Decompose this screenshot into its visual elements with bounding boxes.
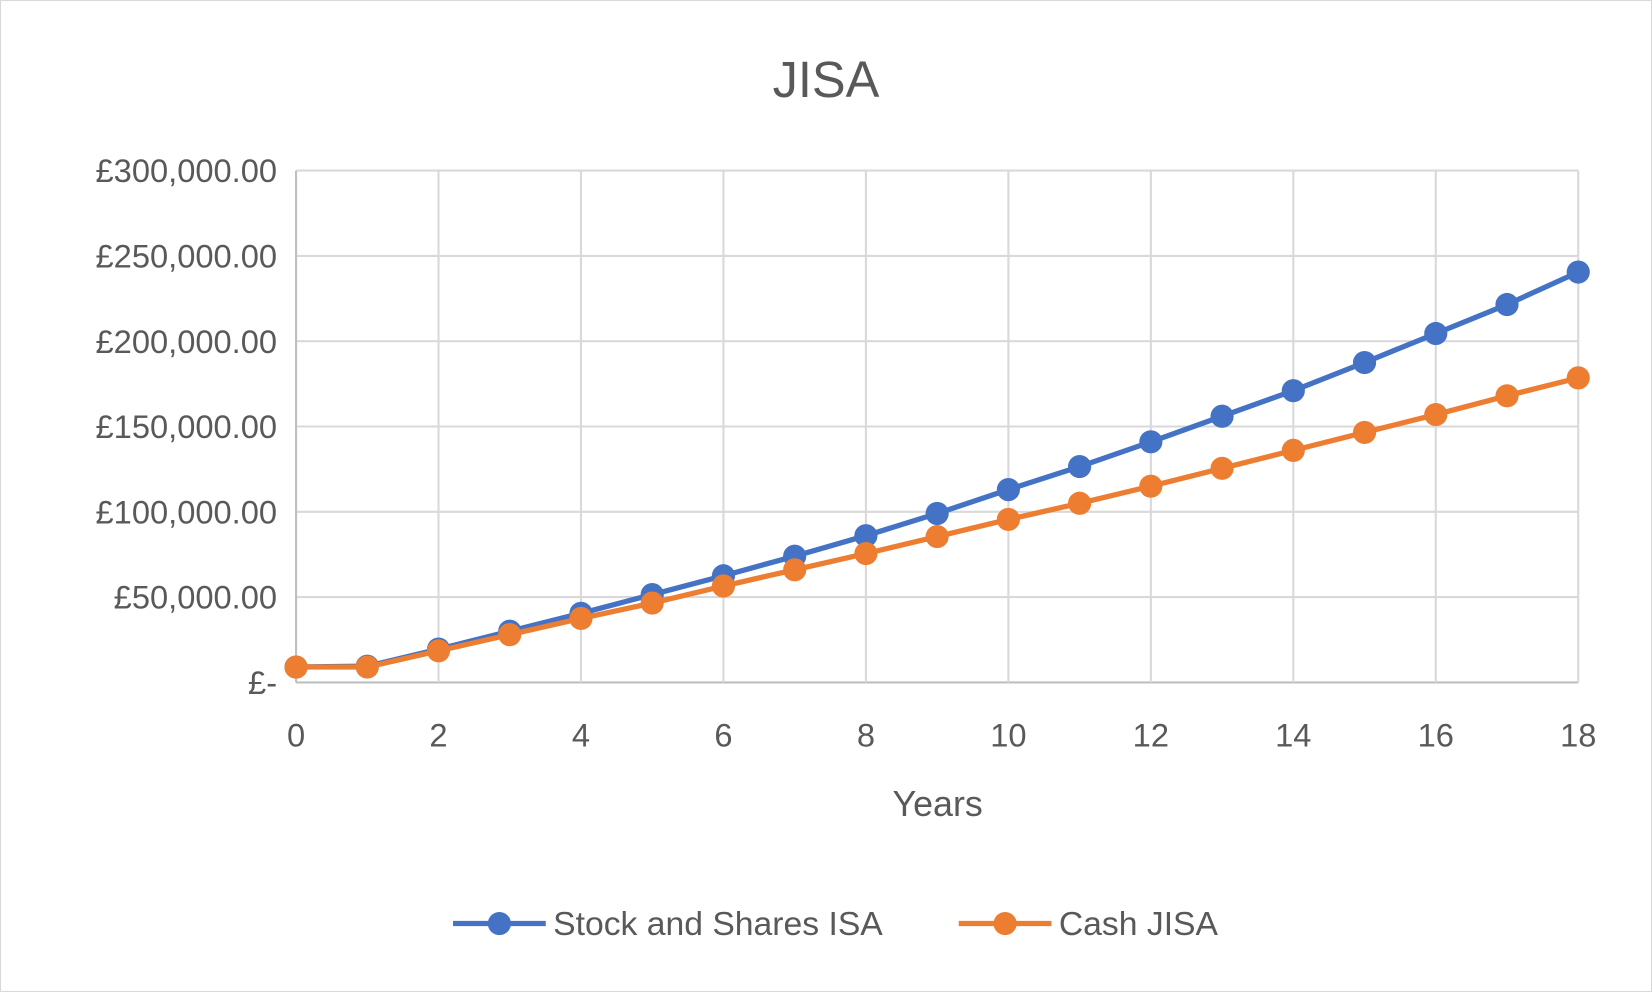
x-tick-label: 6 xyxy=(714,717,732,754)
x-tick-label: 0 xyxy=(287,717,305,754)
gridlines xyxy=(295,169,1580,684)
data-point xyxy=(1495,292,1519,317)
x-tick-label: 16 xyxy=(1418,717,1454,754)
legend-label: Stock and Shares ISA xyxy=(553,905,883,943)
data-point xyxy=(1281,379,1305,403)
data-point xyxy=(1210,456,1234,480)
x-axis-ticks: 0 2 4 6 8 10 12 14 16 18 xyxy=(287,717,1596,754)
data-series xyxy=(284,260,1590,679)
data-point xyxy=(640,591,664,615)
data-point xyxy=(1139,474,1163,498)
y-tick-label: £300,000.00 xyxy=(96,152,278,189)
legend-item: Cash JISA xyxy=(958,905,1219,943)
x-tick-label: 8 xyxy=(857,717,875,754)
y-tick-label: £200,000.00 xyxy=(96,323,278,360)
y-tick-label: £50,000.00 xyxy=(114,579,277,616)
x-tick-label: 18 xyxy=(1560,717,1596,754)
x-tick-label: 4 xyxy=(572,717,590,754)
x-tick-label: 10 xyxy=(990,717,1026,754)
data-point xyxy=(1566,260,1590,284)
data-point xyxy=(925,524,949,549)
data-point xyxy=(1139,430,1163,454)
y-tick-label: £250,000.00 xyxy=(96,237,278,274)
data-point xyxy=(854,524,878,548)
data-point xyxy=(1068,455,1092,479)
data-point xyxy=(996,478,1020,502)
data-point xyxy=(925,501,949,526)
data-point xyxy=(1424,402,1448,427)
legend-marker-icon xyxy=(993,911,1017,936)
legend-item: Stock and Shares ISA xyxy=(453,905,883,943)
x-tick-label: 12 xyxy=(1133,717,1169,754)
data-point xyxy=(1210,404,1234,428)
data-point xyxy=(783,558,807,582)
data-point xyxy=(1424,321,1448,346)
data-point xyxy=(1068,491,1092,515)
data-point xyxy=(498,623,522,647)
data-point xyxy=(1281,438,1305,462)
y-tick-label: £100,000.00 xyxy=(96,493,278,530)
x-tick-label: 14 xyxy=(1275,717,1311,754)
x-axis-label: Years xyxy=(893,784,983,824)
data-point xyxy=(1352,420,1377,445)
data-point xyxy=(426,639,451,663)
y-axis-ticks: £- £50,000.00 £100,000.00 £150,000.00 £200,0… xyxy=(96,152,278,701)
legend-label: Cash JISA xyxy=(1059,905,1219,943)
series-1 xyxy=(284,366,1590,679)
y-tick-label: £- xyxy=(248,664,277,701)
data-point xyxy=(854,542,878,566)
data-point xyxy=(569,606,593,631)
data-point xyxy=(711,574,736,598)
legend-marker-icon xyxy=(487,911,511,936)
chart-title: JISA xyxy=(773,51,880,108)
y-tick-label: £150,000.00 xyxy=(96,408,278,445)
data-point xyxy=(996,507,1020,532)
data-point xyxy=(1352,350,1377,375)
x-tick-label: 2 xyxy=(429,717,447,754)
data-point xyxy=(1566,366,1590,390)
data-point xyxy=(355,655,379,679)
data-point xyxy=(284,655,308,679)
data-point xyxy=(1495,384,1519,408)
legend: Stock and Shares ISA Cash JISA xyxy=(453,905,1219,943)
